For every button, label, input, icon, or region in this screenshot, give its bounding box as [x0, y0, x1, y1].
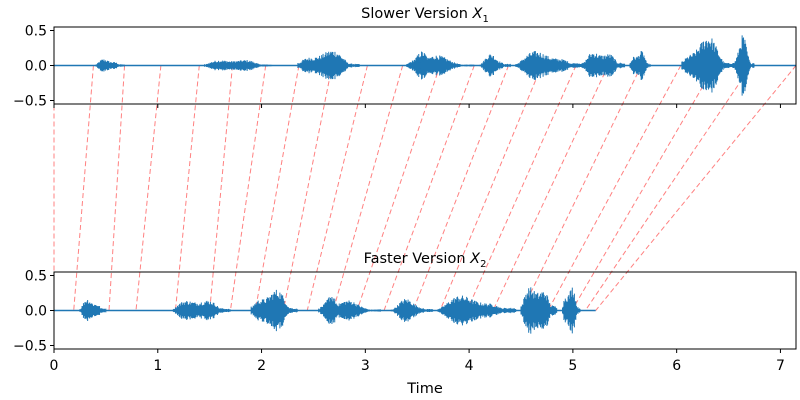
x-tick-label: 1: [153, 358, 162, 374]
alignment-line: [135, 65, 162, 311]
alignment-line: [584, 65, 752, 311]
alignment-line: [282, 65, 333, 311]
waveform-segment: [297, 51, 360, 80]
waveform-segment: [250, 289, 298, 332]
alignment-line: [439, 65, 543, 311]
x-tick-label: 7: [776, 358, 785, 374]
waveform-segment: [515, 51, 584, 80]
alignment-line: [412, 65, 510, 311]
y-tick-label: 0.5: [25, 24, 47, 40]
axes-slower: 0.5 0.0 −0.5: [13, 24, 797, 110]
alignment-line: [332, 65, 404, 311]
y-tick-label: 0.0: [25, 304, 47, 320]
alignment-line: [466, 65, 577, 311]
waveform-segment: [408, 55, 475, 76]
alignment-line: [356, 65, 441, 311]
alignment-line: [209, 65, 233, 311]
x-tick-label: 4: [465, 358, 474, 374]
waveform-segment: [323, 300, 382, 321]
alignment-line: [108, 65, 126, 311]
waveform-segment: [95, 59, 125, 72]
alignment-line: [383, 65, 475, 311]
alignment-line: [174, 65, 200, 311]
x-tick-label: 2: [257, 358, 266, 374]
y-tick-label: 0.0: [25, 59, 47, 75]
waveform-faster: [54, 287, 596, 334]
alignment-line: [306, 65, 368, 311]
waveform-slower: [54, 35, 796, 96]
alignment-line: [229, 65, 267, 311]
x-tick-label: 3: [361, 358, 370, 374]
waveform-segment: [390, 299, 434, 322]
alignment-line: [521, 65, 642, 311]
panel-faster-version: Faster Version X2 0.5 0.0 −0.50 1 2 3 4 5 6 7: [13, 251, 797, 374]
waveform-segment: [172, 300, 231, 321]
alignment-line: [73, 65, 94, 311]
alignment-lines: [53, 65, 797, 311]
alignment-line: [254, 65, 300, 311]
panel-title-faster: Faster Version X2: [364, 251, 487, 270]
panel-title-slower: Slower Version X1: [361, 6, 489, 25]
waveform-segment: [478, 54, 511, 77]
y-tick-label: −0.5: [13, 94, 47, 110]
waveform-segment: [79, 300, 107, 321]
waveform-segment: [733, 35, 755, 96]
panel-slower-version: Slower Version X1 0.5 0.0 −0.5: [13, 6, 797, 110]
waveform-segment: [203, 60, 273, 71]
alignment-line: [547, 65, 682, 311]
x-axis-label: Time: [406, 381, 443, 397]
axes-faster: 0.5 0.0 −0.50 1 2 3 4 5 6 7: [13, 269, 797, 374]
alignment-line: [571, 65, 716, 311]
waveform-segment: [681, 38, 735, 93]
y-tick-label: −0.5: [13, 339, 47, 355]
x-tick-label: 0: [50, 358, 59, 374]
alignment-line: [492, 65, 609, 311]
waveform-segment: [520, 287, 558, 334]
y-tick-label: 0.5: [25, 269, 47, 285]
waveform-segment: [629, 51, 651, 80]
x-tick-label: 6: [672, 358, 681, 374]
waveform-segment: [582, 53, 626, 78]
x-tick-label: 5: [568, 358, 577, 374]
waveform-segment: [437, 295, 517, 326]
alignment-line: [595, 65, 797, 311]
waveform-segment: [562, 287, 581, 334]
